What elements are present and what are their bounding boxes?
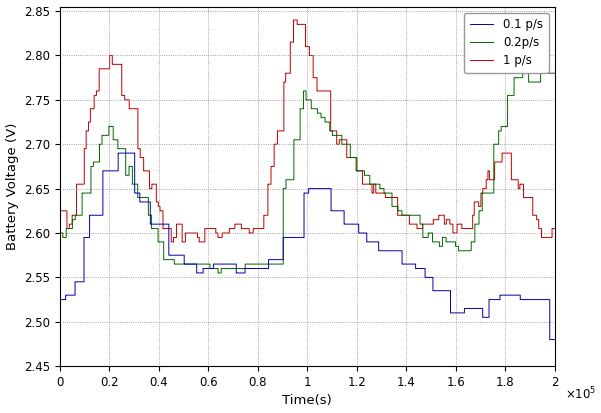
Line: 1 p/s: 1 p/s <box>60 20 555 242</box>
0.2p/s <box>450 240 457 244</box>
0.2p/s <box>349 155 356 160</box>
1 p/s <box>551 226 558 231</box>
Line: 0.1 p/s: 0.1 p/s <box>60 153 555 339</box>
0.1 p/s <box>551 337 558 342</box>
1 p/s <box>81 146 88 151</box>
1 p/s <box>423 222 430 227</box>
Y-axis label: Battery Voltage (V): Battery Voltage (V) <box>5 123 19 250</box>
0.1 p/s <box>115 151 122 156</box>
0.2p/s <box>81 190 88 195</box>
1 p/s <box>450 230 457 235</box>
Legend: 0.1 p/s, 0.2p/s, 1 p/s: 0.1 p/s, 0.2p/s, 1 p/s <box>464 12 549 73</box>
0.1 p/s <box>236 271 243 275</box>
0.2p/s <box>551 71 558 76</box>
1 p/s <box>290 17 297 22</box>
0.2p/s <box>236 266 243 271</box>
0.2p/s <box>215 271 222 275</box>
1 p/s <box>56 208 64 213</box>
X-axis label: Time(s): Time(s) <box>282 394 332 408</box>
1 p/s <box>371 182 378 187</box>
0.1 p/s <box>81 235 88 240</box>
0.2p/s <box>56 230 64 235</box>
1 p/s <box>168 240 175 244</box>
Line: 0.2p/s: 0.2p/s <box>60 73 555 273</box>
Text: $\times10^5$: $\times10^5$ <box>564 386 596 403</box>
0.1 p/s <box>450 311 457 316</box>
1 p/s <box>236 222 243 227</box>
0.2p/s <box>519 71 526 76</box>
0.2p/s <box>371 182 378 187</box>
0.1 p/s <box>423 275 430 280</box>
0.2p/s <box>423 235 430 240</box>
0.1 p/s <box>371 240 378 244</box>
0.1 p/s <box>546 337 554 342</box>
0.1 p/s <box>56 297 64 302</box>
1 p/s <box>349 155 356 160</box>
0.1 p/s <box>349 222 356 227</box>
